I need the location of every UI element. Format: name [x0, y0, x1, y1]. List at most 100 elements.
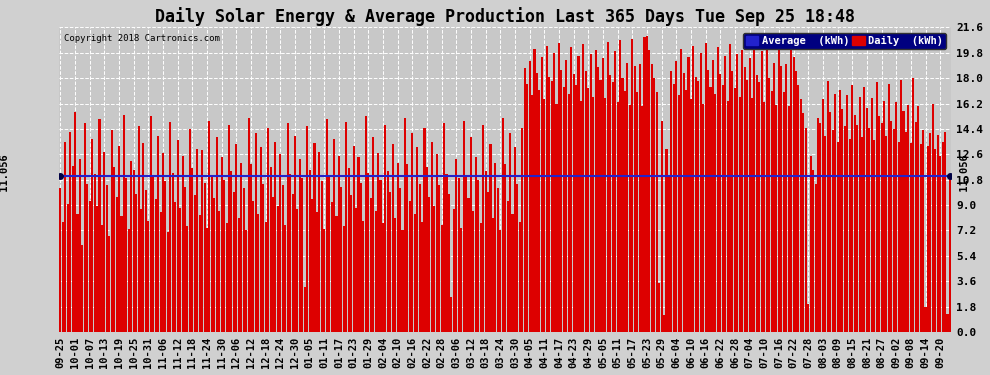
Bar [309, 170, 311, 332]
Bar [79, 159, 81, 332]
Bar [739, 96, 741, 332]
Bar [397, 163, 399, 332]
Bar [279, 154, 281, 332]
Bar [246, 231, 248, 332]
Bar [74, 112, 76, 332]
Bar [529, 62, 531, 332]
Bar [944, 132, 946, 332]
Bar [399, 188, 401, 332]
Bar [311, 200, 313, 332]
Bar [768, 78, 770, 332]
Bar [282, 185, 284, 332]
Bar [404, 118, 406, 332]
Bar [846, 95, 848, 332]
Bar [917, 106, 920, 332]
Bar [223, 180, 225, 332]
Bar [565, 60, 567, 332]
Bar [690, 99, 692, 332]
Bar [915, 122, 917, 332]
Bar [118, 146, 120, 332]
Bar [624, 91, 626, 332]
Bar [226, 224, 228, 332]
Bar [553, 53, 555, 332]
Bar [727, 101, 729, 332]
Bar [685, 90, 687, 332]
Bar [171, 172, 174, 332]
Bar [477, 180, 479, 332]
Bar [429, 196, 431, 332]
Bar [570, 47, 572, 332]
Bar [482, 125, 484, 332]
Bar [262, 184, 264, 332]
Bar [394, 218, 396, 332]
Bar [922, 130, 924, 332]
Bar [84, 123, 86, 332]
Bar [612, 82, 614, 332]
Bar [715, 94, 717, 332]
Bar [665, 149, 667, 332]
Bar [424, 128, 426, 332]
Bar [677, 95, 680, 332]
Bar [462, 120, 464, 332]
Bar [389, 192, 391, 332]
Bar [522, 128, 524, 332]
Bar [409, 201, 411, 332]
Bar [457, 178, 459, 332]
Bar [880, 123, 882, 332]
Bar [61, 222, 63, 332]
Bar [830, 112, 832, 332]
Bar [655, 92, 657, 332]
Bar [812, 170, 814, 332]
Bar [788, 106, 790, 332]
Bar [888, 84, 890, 332]
Bar [362, 220, 364, 332]
Bar [372, 137, 374, 332]
Bar [66, 204, 68, 332]
Bar [169, 122, 171, 332]
Bar [861, 137, 863, 332]
Bar [264, 222, 266, 332]
Bar [567, 94, 570, 332]
Bar [650, 64, 652, 332]
Bar [575, 85, 577, 332]
Bar [753, 42, 755, 332]
Bar [355, 208, 357, 332]
Bar [439, 185, 441, 332]
Bar [374, 211, 376, 332]
Bar [106, 185, 108, 332]
Bar [935, 149, 937, 332]
Bar [675, 62, 677, 332]
Bar [517, 184, 519, 332]
Bar [431, 142, 433, 332]
Bar [634, 66, 636, 332]
Bar [91, 139, 93, 332]
Bar [387, 171, 389, 332]
Bar [590, 54, 592, 332]
Bar [272, 196, 274, 332]
Bar [324, 229, 326, 332]
Bar [729, 44, 731, 332]
Bar [343, 226, 345, 332]
Bar [765, 40, 767, 332]
Bar [868, 128, 870, 332]
Bar [524, 68, 526, 332]
Bar [885, 136, 887, 332]
Bar [269, 167, 271, 332]
Bar [825, 136, 827, 332]
Bar [426, 167, 428, 332]
Bar [181, 156, 183, 332]
Bar [189, 129, 191, 332]
Bar [871, 98, 873, 332]
Bar [296, 209, 298, 332]
Bar [905, 132, 907, 332]
Bar [216, 137, 218, 332]
Bar [402, 231, 404, 332]
Bar [562, 87, 565, 332]
Bar [843, 126, 845, 332]
Bar [587, 88, 589, 332]
Bar [602, 58, 604, 332]
Bar [321, 181, 323, 332]
Title: Daily Solar Energy & Average Production Last 365 Days Tue Sep 25 18:48: Daily Solar Energy & Average Production … [155, 7, 855, 26]
Bar [858, 96, 860, 332]
Bar [673, 84, 675, 332]
